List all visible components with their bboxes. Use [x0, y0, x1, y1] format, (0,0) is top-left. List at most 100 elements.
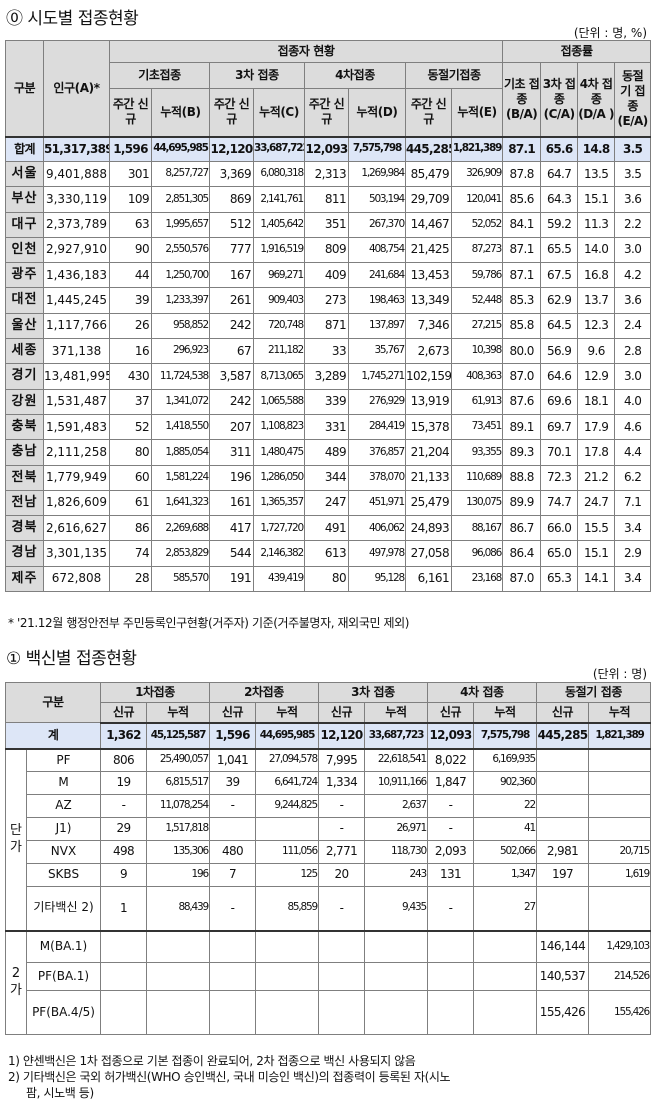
count-cell: 1,418,550 — [151, 413, 210, 441]
rate-cell: 3.0 — [614, 236, 652, 264]
total-row: 합계 51,317,389 1,596 44,695,985 12,120 33,687,… — [5, 135, 652, 162]
count-cell: 2,111,258 — [43, 439, 110, 466]
count-cell: 1,779,949 — [43, 464, 110, 491]
count-cell: 1,250,700 — [151, 262, 210, 289]
table-row: 경북 2,616,627 86 2,269,688 417 1,727,720 491 406… — [5, 515, 652, 542]
count-cell: 109 — [109, 186, 152, 213]
count-cell: 86 — [109, 515, 152, 542]
count-cell: 167 — [209, 262, 254, 289]
table-row: 울산 1,117,766 26 958,852 242 720,748 871 137,897… — [5, 312, 652, 340]
rate-cell: 2.9 — [614, 540, 652, 567]
group-label: 2 가 — [5, 929, 27, 1035]
count-cell: 1,596 — [209, 722, 256, 750]
region-name: 경기 — [5, 363, 44, 390]
count-cell: 80 — [304, 565, 349, 593]
table-row: 충북 1,591,483 52 1,418,550 207 1,108,823 331 284… — [5, 413, 652, 441]
col2-dose4: 4차 접종 — [427, 682, 537, 703]
count-cell: 344 — [304, 464, 349, 491]
count-cell: 2,673 — [405, 338, 452, 365]
count-cell: 7,346 — [405, 312, 452, 340]
rate-cell: 15.1 — [577, 186, 616, 213]
count-cell: 267,370 — [348, 211, 406, 238]
count-cell: 2,853,829 — [151, 540, 210, 567]
rate-cell: 2.4 — [614, 312, 652, 340]
count-cell: 2,269,688 — [151, 515, 210, 542]
count-cell: 88,439 — [146, 886, 210, 931]
rate-cell: 69.7 — [540, 413, 579, 441]
count-cell: 13,481,995 — [43, 363, 110, 390]
region-name: 제주 — [5, 565, 44, 593]
count-cell: 326,909 — [450, 160, 504, 188]
rate-cell: 3.5 — [614, 135, 652, 162]
rate-cell: 67.5 — [540, 262, 579, 289]
region-name: 전북 — [5, 464, 44, 491]
count-cell: 15,378 — [405, 413, 452, 441]
table-row: AZ -11,078,254-9,244,825-2,637-22 — [6, 794, 652, 818]
table-row: 전남 1,826,609 61 1,641,323 161 1,365,357 247 451… — [5, 489, 652, 517]
count-cell: 211,182 — [253, 338, 305, 365]
count-cell: 276,929 — [348, 388, 406, 415]
count-cell: 120,041 — [450, 186, 504, 213]
col2-cum: 누적 — [255, 702, 319, 724]
rate-cell: 2.2 — [614, 211, 652, 238]
count-cell: 161 — [209, 489, 254, 517]
rate-cell: 13.7 — [577, 287, 616, 314]
count-cell: - — [427, 886, 474, 931]
count-cell: 1,517,818 — [146, 817, 210, 841]
col-rate-group: 접종률 — [502, 40, 652, 63]
count-cell: 6,815,517 — [146, 771, 210, 795]
rate-cell: 9.6 — [577, 338, 616, 365]
count-cell: 371,138 — [43, 338, 110, 365]
rate-cell: 13.5 — [577, 160, 616, 188]
section1-unit: (단위 : 명, %) — [573, 26, 647, 40]
rate-cell: 14.8 — [577, 135, 616, 162]
count-cell — [536, 748, 589, 772]
table-row: M 19 6,815,517 39 6,641,724 1,334 10,911,166 1,… — [6, 771, 652, 795]
count-cell: 451,971 — [348, 489, 406, 517]
count-cell: 12,093 — [427, 722, 474, 750]
count-cell: 1,365,357 — [253, 489, 305, 517]
count-cell: 909,403 — [253, 287, 305, 314]
count-cell: 2,616,627 — [43, 515, 110, 542]
col-cum-c: 누적(C) — [253, 88, 305, 137]
count-cell: 63 — [109, 211, 152, 238]
count-cell: - — [427, 817, 474, 841]
count-cell: 35,767 — [348, 338, 406, 365]
count-cell: 417 — [209, 515, 254, 542]
rate-cell: 87.1 — [502, 262, 542, 289]
count-cell: 301 — [109, 160, 152, 188]
count-cell: 207 — [209, 413, 254, 441]
count-cell: 491 — [304, 515, 349, 542]
count-cell: 406,062 — [348, 515, 406, 542]
count-cell: 2,141,761 — [253, 186, 305, 213]
count-cell: 585,570 — [151, 565, 210, 593]
region-name: 세종 — [5, 338, 44, 365]
count-cell — [587, 817, 652, 841]
region-name: 인천 — [5, 236, 44, 264]
count-cell — [100, 962, 147, 991]
rate-cell: 4.2 — [614, 262, 652, 289]
rate-cell: 88.8 — [502, 464, 542, 491]
rate-cell: 64.5 — [540, 312, 579, 340]
rate-cell: 70.1 — [540, 439, 579, 466]
count-cell: 3,330,119 — [43, 186, 110, 213]
count-cell: 2,927,910 — [43, 236, 110, 264]
count-cell: 1,286,050 — [253, 464, 305, 491]
rate-cell: 3.0 — [614, 363, 652, 390]
count-cell: 1,727,720 — [253, 515, 305, 542]
count-cell: 331 — [304, 413, 349, 441]
region-name: 경남 — [5, 540, 44, 567]
count-cell: 1,591,483 — [43, 413, 110, 441]
count-cell: - — [209, 794, 256, 818]
count-cell: 118,730 — [364, 840, 428, 864]
count-cell: 10,911,166 — [364, 771, 428, 795]
table-row: PF(BA.4/5) 155,426 155,426 — [6, 990, 652, 1035]
count-cell: 196 — [146, 863, 210, 887]
count-cell: 1,826,609 — [43, 489, 110, 517]
count-cell: 1 — [100, 886, 147, 931]
region-name: 충남 — [5, 439, 44, 466]
count-cell: 811 — [304, 186, 349, 213]
count-cell: 73,451 — [450, 413, 504, 441]
count-cell: 11,724,538 — [151, 363, 210, 390]
rate-cell: 72.3 — [540, 464, 579, 491]
